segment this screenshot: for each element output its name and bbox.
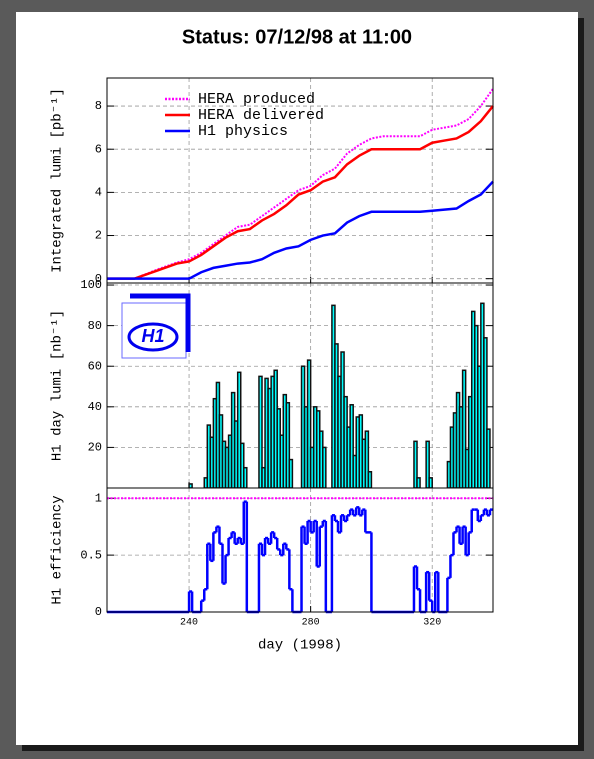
series-line	[107, 105, 494, 280]
panel: 0 2 4 6 8 Integrated lumi [pb⁻¹] HERA produced…	[50, 77, 494, 286]
y-tick-label: 2	[95, 229, 102, 243]
y-axis-label: Integrated lumi [pb⁻¹]	[50, 88, 66, 273]
x-tick-label: 240	[180, 618, 198, 629]
y-tick-label: 20	[88, 441, 102, 455]
y-tick-label: 1	[95, 491, 102, 505]
panel: 240 280 320 0 0.5 1 H1 efficiency day (1998)	[50, 487, 494, 654]
logo-bracket	[130, 293, 191, 352]
logo-ellipse	[127, 322, 179, 352]
series-line	[107, 180, 494, 280]
bar	[486, 428, 491, 489]
legend-label: HERA produced	[198, 91, 315, 108]
legend-label: H1 physics	[198, 123, 288, 140]
y-tick-label: 100	[80, 278, 102, 292]
bar	[243, 466, 248, 489]
plot-area	[107, 78, 493, 283]
bar	[367, 471, 373, 489]
y-tick-label: 40	[88, 400, 102, 414]
y-tick-label: 60	[88, 359, 102, 373]
bar	[188, 483, 193, 489]
y-axis-label: H1 efficiency	[50, 495, 66, 604]
y-tick-label: 80	[88, 319, 102, 333]
legend-label: HERA delivered	[198, 107, 324, 124]
y-tick-label: 0	[95, 605, 102, 619]
series-line	[107, 88, 494, 280]
step-riser	[187, 501, 492, 612]
x-axis-label: day (1998)	[258, 638, 342, 654]
x-tick-label: 320	[423, 618, 441, 629]
x-tick-label: 280	[302, 618, 320, 629]
bar	[428, 477, 433, 489]
logo-text: H1	[141, 326, 164, 346]
y-tick-label: 0.5	[80, 548, 102, 562]
bar	[322, 446, 327, 489]
y-axis-label: H1 day lumi [nb⁻¹]	[50, 310, 66, 461]
bar	[416, 477, 421, 489]
y-tick-label: 0	[95, 272, 102, 286]
y-tick-label: 6	[95, 142, 102, 156]
plot-frame	[106, 487, 494, 613]
bar	[288, 458, 294, 489]
panel: 20 40 60 80 100 H1 day lumi [nb⁻¹] H1	[50, 278, 494, 489]
y-tick-label: 4	[95, 186, 102, 200]
y-tick-label: 8	[95, 99, 102, 113]
page-title: Status: 07/12/98 at 11:00	[182, 26, 412, 48]
h1-logo: H1	[121, 293, 191, 359]
